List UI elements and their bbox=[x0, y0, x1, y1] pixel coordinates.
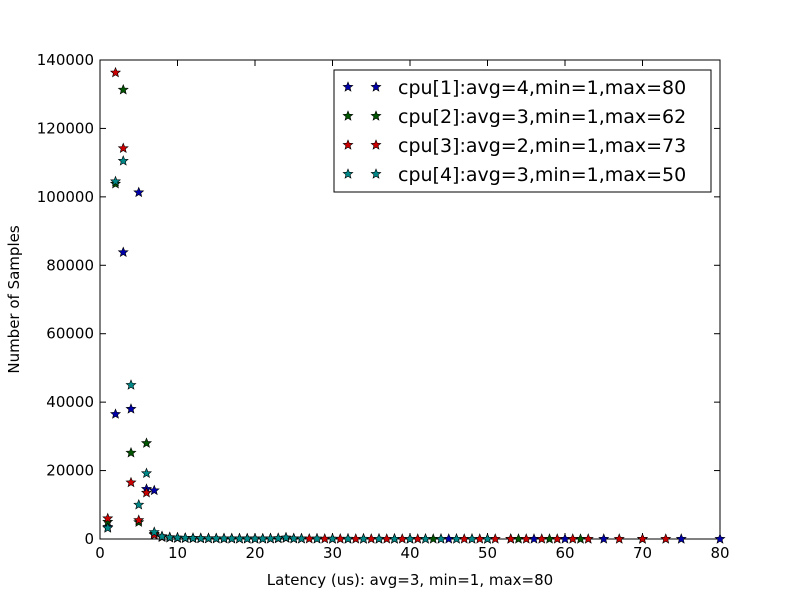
data-point bbox=[435, 533, 447, 544]
data-point bbox=[102, 522, 114, 533]
data-points bbox=[102, 66, 726, 544]
data-point bbox=[102, 512, 114, 524]
legend-label: cpu[1]:avg=4,min=1,max=80 bbox=[398, 77, 686, 99]
data-point bbox=[117, 83, 129, 95]
x-tick-label: 60 bbox=[555, 544, 574, 562]
data-point bbox=[466, 533, 478, 544]
axis-ticks: 0 10 20 30 40 50 60 70 80 0 20000 40000 60000 80000 10… bbox=[37, 51, 730, 562]
data-point bbox=[109, 408, 122, 419]
y-tick-label: 100000 bbox=[37, 188, 94, 206]
legend-entry-1: cpu[1]:avg=4,min=1,max=80 bbox=[342, 77, 686, 99]
legend-box bbox=[333, 69, 712, 193]
data-point bbox=[125, 403, 137, 414]
legend-marker bbox=[370, 168, 382, 179]
data-point bbox=[536, 533, 548, 544]
x-tick-label: 80 bbox=[710, 544, 729, 562]
data-point bbox=[636, 533, 649, 544]
data-point bbox=[326, 533, 339, 544]
y-tick-label: 40000 bbox=[46, 393, 94, 411]
y-tick-label: 0 bbox=[84, 530, 94, 548]
x-tick-label: 40 bbox=[400, 544, 419, 562]
legend-marker bbox=[370, 110, 382, 121]
series-4 bbox=[102, 155, 494, 544]
data-point bbox=[505, 533, 517, 544]
data-point bbox=[133, 498, 145, 510]
legend-label: cpu[3]:avg=2,min=1,max=73 bbox=[398, 135, 686, 157]
data-point bbox=[133, 514, 145, 525]
data-point bbox=[109, 175, 122, 187]
y-tick-label: 60000 bbox=[46, 325, 94, 343]
data-point bbox=[481, 533, 494, 544]
data-point bbox=[140, 467, 153, 479]
data-point bbox=[598, 533, 610, 544]
data-point bbox=[117, 246, 129, 257]
data-point bbox=[125, 476, 137, 488]
data-point bbox=[373, 533, 385, 544]
data-point bbox=[117, 142, 129, 153]
legend: cpu[1]:avg=4,min=1,max=80 cpu[2]:avg=3,mi… bbox=[333, 69, 712, 193]
data-point bbox=[140, 487, 153, 498]
data-point bbox=[148, 484, 160, 496]
legend-marker bbox=[370, 139, 382, 150]
data-point bbox=[311, 532, 323, 544]
data-point bbox=[295, 532, 308, 544]
legend-label: cpu[4]:avg=3,min=1,max=50 bbox=[398, 164, 686, 186]
data-point bbox=[156, 530, 168, 542]
legend-entry-3: cpu[3]:avg=2,min=1,max=73 bbox=[342, 135, 686, 157]
data-point bbox=[133, 186, 145, 198]
data-point bbox=[582, 533, 594, 544]
legend-marker bbox=[342, 168, 354, 179]
x-tick-label: 70 bbox=[633, 544, 652, 562]
legend-marker bbox=[370, 81, 382, 92]
data-point bbox=[551, 533, 563, 544]
data-point bbox=[109, 66, 122, 78]
y-tick-label: 80000 bbox=[46, 256, 94, 274]
data-point bbox=[388, 533, 401, 544]
data-point bbox=[675, 533, 687, 544]
data-point bbox=[125, 446, 137, 458]
data-point bbox=[419, 533, 432, 544]
data-point bbox=[520, 533, 532, 544]
data-point bbox=[613, 533, 625, 544]
data-point bbox=[404, 533, 416, 544]
legend-entry-4: cpu[4]:avg=3,min=1,max=50 bbox=[342, 164, 686, 186]
y-tick-label: 20000 bbox=[46, 462, 94, 480]
legend-marker bbox=[342, 81, 354, 92]
x-tick-label: 50 bbox=[478, 544, 497, 562]
data-point bbox=[342, 533, 354, 544]
legend-entry-2: cpu[2]:avg=3,min=1,max=62 bbox=[342, 106, 686, 128]
y-tick-label: 140000 bbox=[37, 51, 94, 69]
x-tick-label: 30 bbox=[323, 544, 342, 562]
legend-entries: cpu[1]:avg=4,min=1,max=80 cpu[2]:avg=3,mi… bbox=[342, 77, 686, 186]
data-point bbox=[280, 531, 292, 543]
legend-marker bbox=[342, 110, 354, 121]
x-tick-label: 10 bbox=[168, 544, 187, 562]
data-point bbox=[140, 437, 153, 448]
data-point bbox=[357, 533, 370, 544]
data-point bbox=[714, 533, 726, 544]
y-axis-label: Number of Samples bbox=[5, 225, 23, 373]
x-tick-label: 20 bbox=[245, 544, 264, 562]
data-point bbox=[450, 533, 463, 544]
data-point bbox=[125, 379, 137, 390]
data-point bbox=[117, 155, 129, 166]
data-point bbox=[660, 533, 672, 544]
data-point bbox=[567, 533, 579, 544]
data-point bbox=[164, 531, 176, 543]
data-point bbox=[148, 526, 160, 537]
x-axis-label: Latency (us): avg=3, min=1, max=80 bbox=[267, 571, 553, 589]
legend-marker bbox=[342, 139, 354, 150]
legend-label: cpu[2]:avg=3,min=1,max=62 bbox=[398, 106, 686, 128]
x-tick-label: 0 bbox=[95, 544, 105, 562]
y-tick-label: 120000 bbox=[37, 119, 94, 137]
